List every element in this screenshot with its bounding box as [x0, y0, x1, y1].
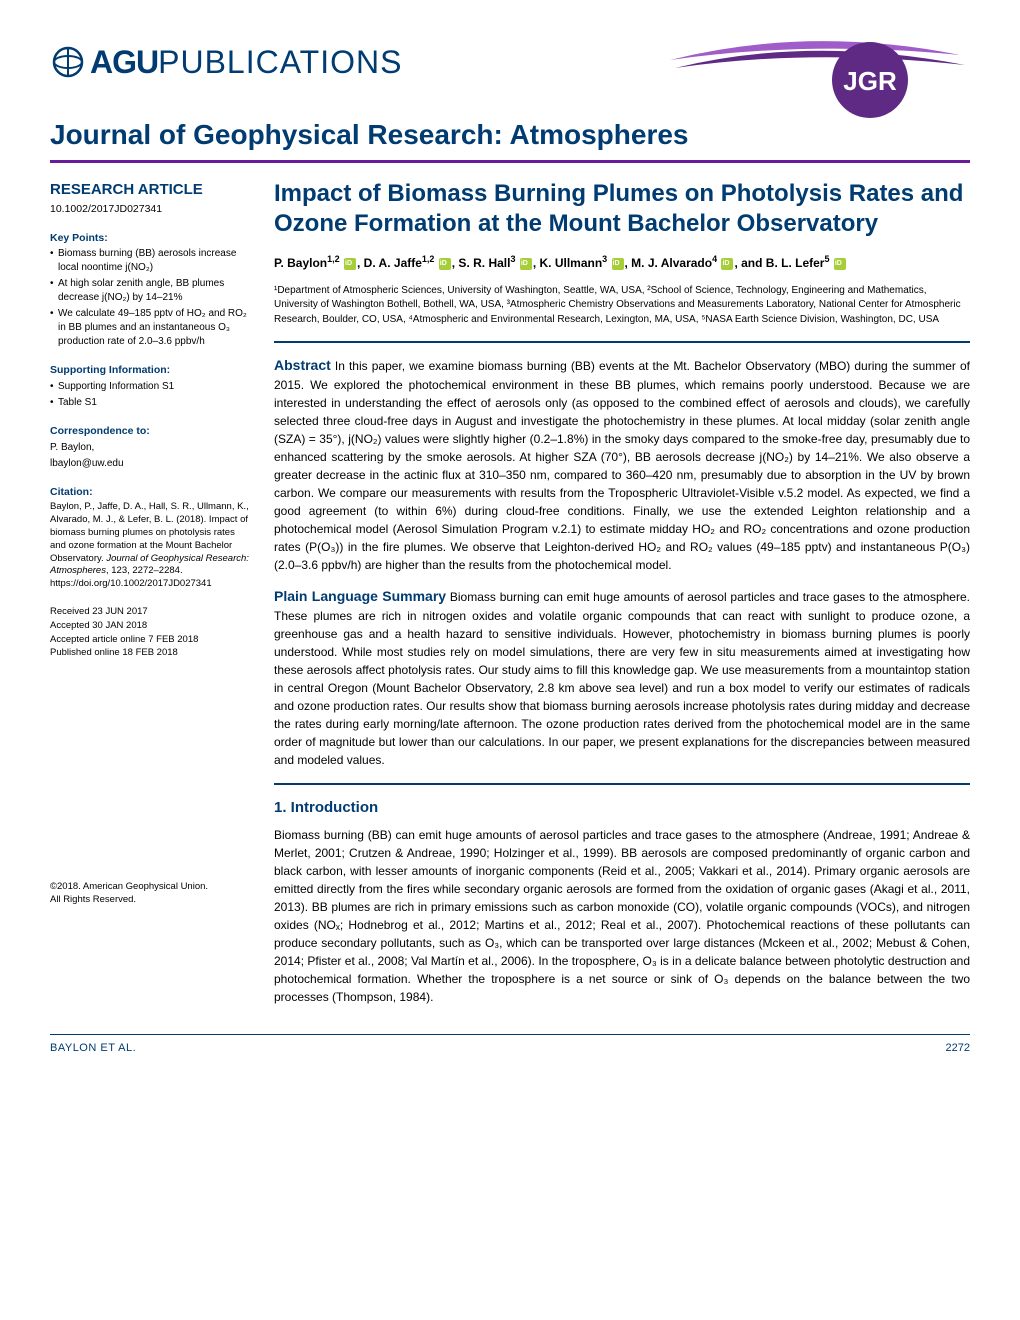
logo-primary: AGU — [90, 44, 158, 80]
publisher-logo-row: AGUPUBLICATIONS JGR — [50, 40, 970, 85]
citation-text: Baylon, P., Jaffe, D. A., Hall, S. R., U… — [50, 501, 250, 591]
abstract-label: Abstract — [274, 357, 331, 373]
svg-text:JGR: JGR — [843, 66, 897, 96]
supporting-item[interactable]: Supporting Information S1 — [50, 380, 250, 394]
agu-globe-icon — [50, 44, 86, 80]
date-accepted-online: Accepted article online 7 FEB 2018 — [50, 633, 250, 647]
publication-dates: Received 23 JUN 2017 Accepted 30 JAN 201… — [50, 605, 250, 660]
abstract-text: In this paper, we examine biomass burnin… — [274, 359, 970, 572]
key-points-heading: Key Points: — [50, 231, 250, 246]
pls-text: Biomass burning can emit huge amounts of… — [274, 590, 970, 767]
plain-language-summary: Plain Language Summary Biomass burning c… — [274, 586, 970, 769]
article-title: Impact of Biomass Burning Plumes on Phot… — [274, 179, 970, 239]
pls-label: Plain Language Summary — [274, 588, 446, 604]
metadata-sidebar: RESEARCH ARTICLE 10.1002/2017JD027341 Ke… — [50, 179, 250, 1006]
section-divider — [274, 783, 970, 785]
abstract: Abstract In this paper, we examine bioma… — [274, 355, 970, 574]
introduction-text: Biomass burning (BB) can emit huge amoun… — [274, 826, 970, 1006]
supporting-heading: Supporting Information: — [50, 363, 250, 378]
orcid-icon[interactable] — [834, 258, 846, 270]
page-number: 2272 — [946, 1041, 970, 1056]
supporting-list: Supporting Information S1 Table S1 — [50, 380, 250, 410]
copyright-line: All Rights Reserved. — [50, 893, 250, 906]
journal-badge: JGR — [650, 30, 970, 120]
content-columns: RESEARCH ARTICLE 10.1002/2017JD027341 Ke… — [50, 179, 970, 1006]
publisher-logo-text: AGUPUBLICATIONS — [90, 40, 402, 85]
page-footer: BAYLON ET AL. 2272 — [50, 1034, 970, 1056]
orcid-icon[interactable] — [344, 258, 356, 270]
citation-heading: Citation: — [50, 485, 250, 500]
correspondence-email[interactable]: lbaylon@uw.edu — [50, 457, 250, 471]
orcid-icon[interactable] — [439, 258, 451, 270]
key-point: Biomass burning (BB) aerosols increase l… — [50, 247, 250, 275]
date-received: Received 23 JUN 2017 — [50, 605, 250, 619]
key-points-list: Biomass burning (BB) aerosols increase l… — [50, 247, 250, 349]
correspondence-name: P. Baylon, — [50, 441, 250, 455]
article-type: RESEARCH ARTICLE — [50, 179, 250, 200]
journal-name: Journal of Geophysical Research: Atmosph… — [50, 115, 970, 163]
orcid-icon[interactable] — [721, 258, 733, 270]
footer-authors: BAYLON ET AL. — [50, 1041, 136, 1056]
logo-secondary: PUBLICATIONS — [158, 44, 402, 80]
author-list: P. Baylon1,2 , D. A. Jaffe1,2 , S. R. Ha… — [274, 253, 970, 272]
main-column: Impact of Biomass Burning Plumes on Phot… — [274, 179, 970, 1006]
affiliations: ¹Department of Atmospheric Sciences, Uni… — [274, 284, 970, 328]
supporting-item[interactable]: Table S1 — [50, 396, 250, 410]
correspondence-heading: Correspondence to: — [50, 424, 250, 439]
key-point: We calculate 49–185 pptv of HO₂ and RO₂ … — [50, 307, 250, 349]
orcid-icon[interactable] — [520, 258, 532, 270]
page-header: AGUPUBLICATIONS JGR Journal of Geophysic… — [50, 40, 970, 163]
introduction-heading: 1. Introduction — [274, 797, 970, 818]
key-point: At high solar zenith angle, BB plumes de… — [50, 277, 250, 305]
orcid-icon[interactable] — [612, 258, 624, 270]
date-accepted: Accepted 30 JAN 2018 — [50, 619, 250, 633]
copyright-line: ©2018. American Geophysical Union. — [50, 880, 250, 893]
date-published: Published online 18 FEB 2018 — [50, 646, 250, 660]
section-divider — [274, 341, 970, 343]
doi: 10.1002/2017JD027341 — [50, 202, 250, 217]
copyright-notice: ©2018. American Geophysical Union. All R… — [50, 880, 250, 907]
